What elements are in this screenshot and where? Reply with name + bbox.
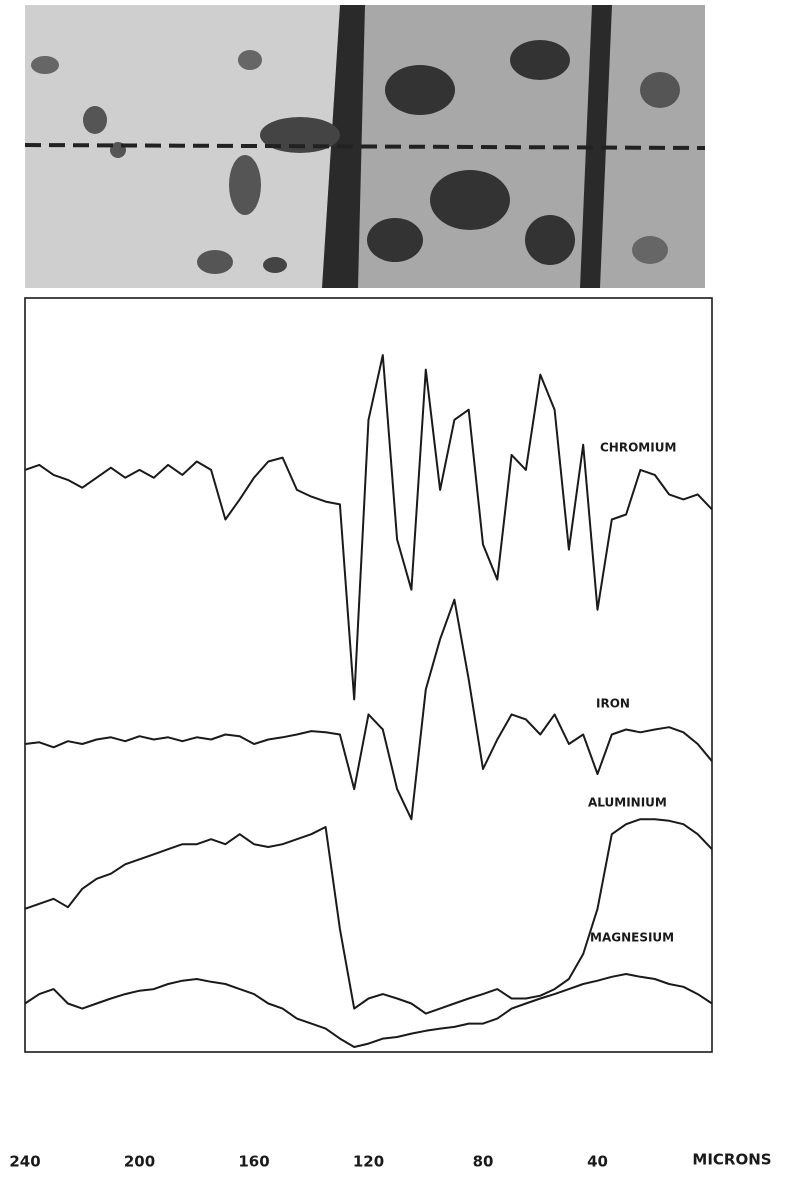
figure: MICRONS 240 200 160 120 80 40 CHROMIUM IRON ALUM… — [0, 0, 787, 1180]
micrograph — [25, 5, 705, 288]
x-tick-label: 200 — [124, 1153, 155, 1171]
x-tick-label: 40 — [587, 1153, 608, 1171]
series-line — [25, 974, 712, 1047]
series-label: ALUMINIUM — [588, 796, 667, 810]
x-tick-label: 240 — [9, 1153, 40, 1171]
series-line — [25, 355, 712, 699]
series-label: MAGNESIUM — [590, 931, 674, 945]
x-tick-label: 120 — [353, 1153, 384, 1171]
series-label: IRON — [596, 697, 630, 711]
series-label: CHROMIUM — [600, 441, 676, 455]
x-axis-label: MICRONS — [692, 1151, 771, 1169]
x-tick-label: 160 — [238, 1153, 269, 1171]
series-line — [25, 819, 712, 1013]
x-tick-label: 80 — [473, 1153, 494, 1171]
